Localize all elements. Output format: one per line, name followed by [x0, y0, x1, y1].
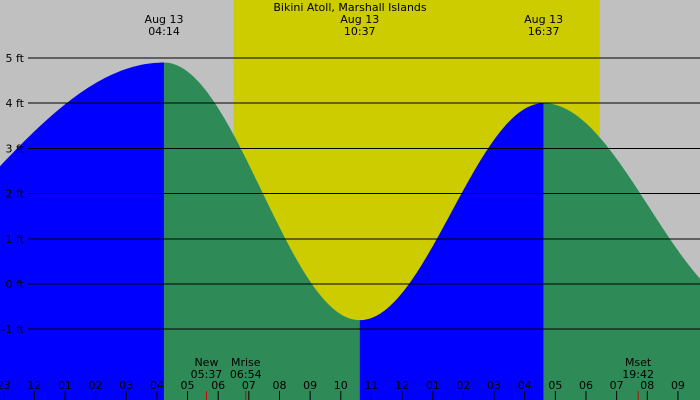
x-tick-label: 10	[334, 379, 348, 392]
extreme-date-label: Aug 13	[340, 13, 379, 26]
x-tick-label: 08	[273, 379, 287, 392]
rising-tide-area	[0, 62, 165, 400]
x-tick-label: 02	[456, 379, 470, 392]
event-time-label: 19:42	[622, 368, 654, 381]
falling-tide-area	[543, 103, 700, 400]
x-ticks-group: 23 12 01 02 03 04 05 06 07 08 09 10 11 12 01 02 03 04 05 06…	[0, 379, 685, 400]
extreme-date-label: Aug 13	[524, 13, 563, 26]
x-tick-label: 02	[89, 379, 103, 392]
x-tick-label: 01	[426, 379, 440, 392]
x-tick-label: 05	[548, 379, 562, 392]
chart-title: Bikini Atoll, Marshall Islands	[273, 1, 427, 14]
y-tick-labels-group: -1 ft 0 ft 1 ft 2 ft 3 ft 4 ft 5 ft	[2, 52, 25, 336]
y-tick-label: 0 ft	[6, 278, 25, 291]
event-time-label: 06:54	[230, 368, 262, 381]
x-tick-label: 06	[579, 379, 593, 392]
x-tick-label: 12	[27, 379, 41, 392]
extreme-date-label: Aug 13	[145, 13, 184, 26]
x-tick-label: 08	[640, 379, 654, 392]
x-tick-label: 03	[119, 379, 133, 392]
x-tick-label: 07	[610, 379, 624, 392]
x-tick-label: 05	[181, 379, 195, 392]
extreme-time-label: 16:37	[528, 25, 560, 38]
extreme-time-label: 04:14	[148, 25, 180, 38]
x-tick-label: 07	[242, 379, 256, 392]
tide-area-group	[0, 62, 700, 400]
event-label: Mrise	[231, 356, 261, 369]
extreme-time-label: 10:37	[344, 25, 376, 38]
y-tick-label: 4 ft	[6, 97, 25, 110]
y-tick-label: 5 ft	[6, 52, 25, 65]
x-tick-label: 06	[211, 379, 225, 392]
x-tick-label: 12	[395, 379, 409, 392]
y-tick-label: 3 ft	[6, 142, 25, 155]
y-tick-label: 2 ft	[6, 188, 25, 201]
x-tick-label: 11	[364, 379, 378, 392]
rising-tide-area	[359, 103, 544, 400]
x-tick-label: 01	[58, 379, 72, 392]
y-tick-label: 1 ft	[6, 233, 25, 246]
x-tick-label: 09	[303, 379, 317, 392]
x-tick-label: 03	[487, 379, 501, 392]
y-tick-label: -1 ft	[2, 323, 25, 336]
event-time-label: 05:37	[191, 368, 223, 381]
x-tick-label: 04	[150, 379, 164, 392]
gridlines-group	[28, 57, 700, 330]
x-tick-label: 04	[518, 379, 532, 392]
x-tick-label: 09	[671, 379, 685, 392]
falling-tide-area	[164, 62, 360, 400]
x-tick-label: 23	[0, 379, 11, 392]
event-label: Mset	[625, 356, 652, 369]
event-label: New	[194, 356, 218, 369]
